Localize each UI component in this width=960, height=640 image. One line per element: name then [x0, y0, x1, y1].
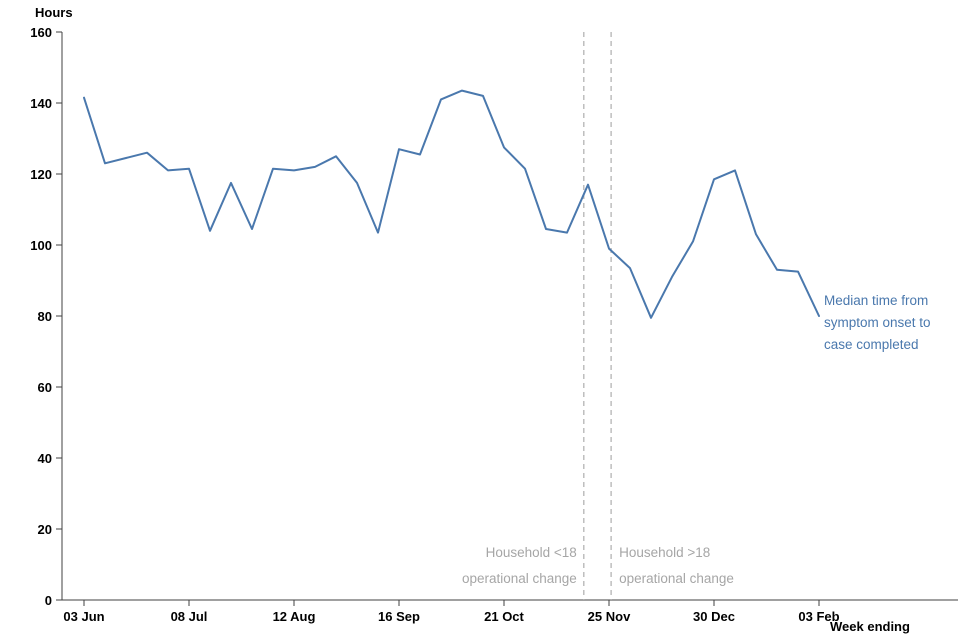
reference-line-label: Household <18	[486, 545, 577, 560]
y-tick-label: 80	[38, 309, 52, 324]
x-tick-label: 21 Oct	[484, 609, 524, 624]
reference-line-label: operational change	[462, 571, 577, 586]
x-tick-label: 08 Jul	[171, 609, 208, 624]
x-tick-label: 03 Feb	[798, 609, 839, 624]
y-tick-label: 20	[38, 522, 52, 537]
y-tick-label: 0	[45, 593, 52, 608]
series-annotation-label: symptom onset to	[824, 315, 931, 330]
reference-line-label: Household >18	[619, 545, 710, 560]
y-axis-title: Hours	[35, 5, 73, 20]
series-annotation-label: Median time from	[824, 293, 928, 308]
median-time-series-line	[83, 89, 820, 319]
x-tick-label: 12 Aug	[273, 609, 316, 624]
y-tick-label: 160	[30, 25, 52, 40]
x-tick-label: 25 Nov	[588, 609, 631, 624]
y-tick-label: 120	[30, 167, 52, 182]
x-axis-title: Week ending	[830, 619, 910, 634]
y-tick-label: 140	[30, 96, 52, 111]
x-tick-label: 03 Jun	[63, 609, 104, 624]
reference-line-label: operational change	[619, 571, 734, 586]
series-annotation-label: case completed	[824, 337, 919, 352]
y-tick-label: 60	[38, 380, 52, 395]
y-tick-label: 40	[38, 451, 52, 466]
y-tick-label: 100	[30, 238, 52, 253]
x-tick-label: 30 Dec	[693, 609, 735, 624]
x-tick-label: 16 Sep	[378, 609, 420, 624]
